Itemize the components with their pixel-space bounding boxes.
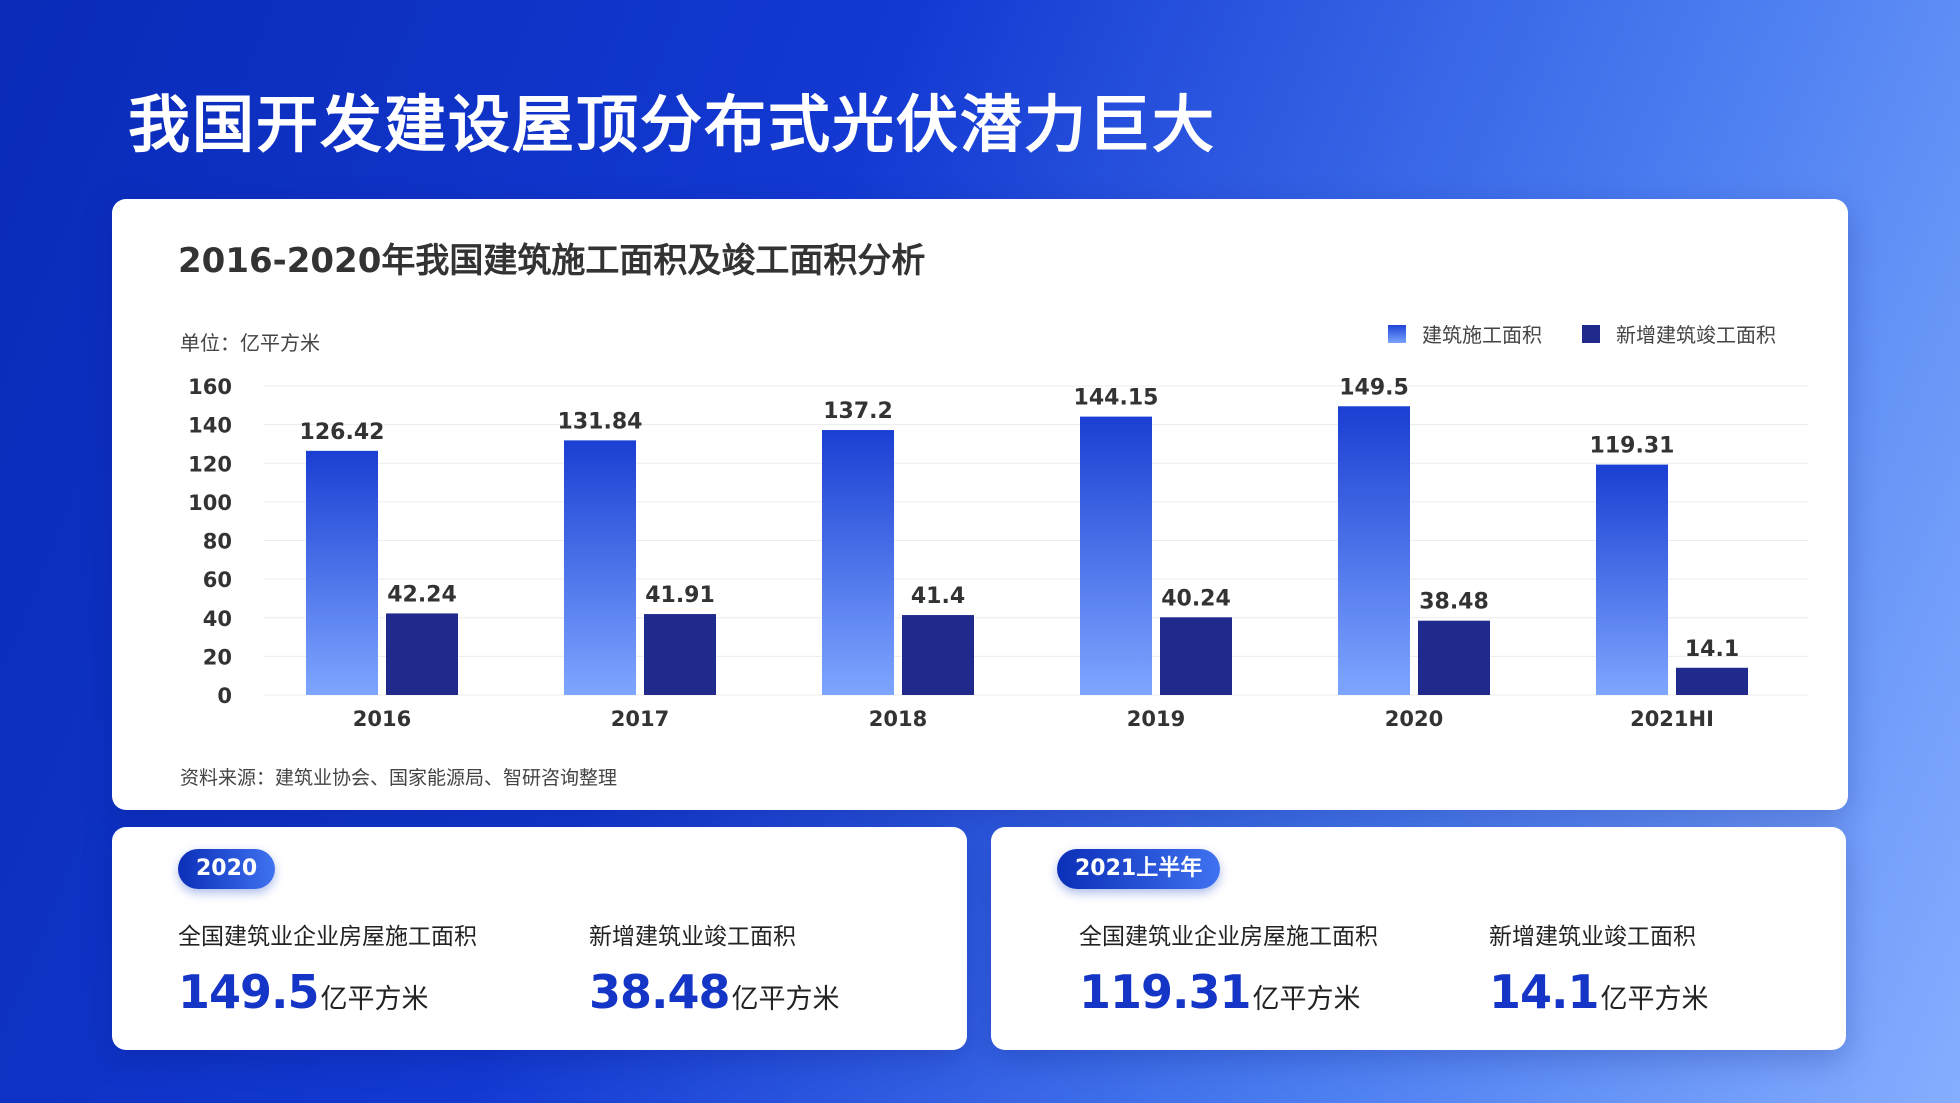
- bar-construction: [1338, 406, 1410, 695]
- bar-completion: [386, 613, 458, 695]
- bar-completion: [1160, 617, 1232, 695]
- data-label: 41.91: [645, 583, 715, 608]
- bar-completion: [644, 614, 716, 695]
- y-tick-label: 160: [188, 375, 232, 399]
- stat-value: 149.5: [178, 965, 320, 1019]
- data-label: 131.84: [558, 409, 643, 434]
- stat-unit: 亿平方米: [320, 984, 429, 1015]
- stat-construction: 全国建筑业企业房屋施工面积 119.31亿平方米: [1079, 917, 1378, 1019]
- bar-construction: [822, 430, 894, 695]
- data-label: 119.31: [1590, 434, 1675, 459]
- stat-label: 新增建筑业竣工面积: [589, 924, 796, 950]
- legend-label-completion: 新增建筑竣工面积: [1616, 323, 1776, 347]
- chart-legend: 建筑施工面积 新增建筑竣工面积: [1388, 319, 1776, 348]
- y-tick-label: 40: [203, 607, 232, 631]
- data-label: 14.1: [1685, 637, 1739, 662]
- legend-item-construction: 建筑施工面积: [1388, 319, 1542, 348]
- page-title: 我国开发建设屋顶分布式光伏潜力巨大: [128, 88, 1217, 161]
- data-label: 38.48: [1419, 590, 1489, 615]
- bar-construction: [1596, 464, 1668, 695]
- chart-title: 2016-2020年我国建筑施工面积及竣工面积分析: [178, 241, 926, 281]
- stat-unit: 亿平方米: [731, 984, 840, 1015]
- y-tick-label: 80: [203, 530, 232, 554]
- data-label: 144.15: [1074, 386, 1159, 411]
- stat-value: 38.48: [589, 965, 731, 1019]
- stat-unit: 亿平方米: [1252, 984, 1361, 1015]
- stat-completion: 新增建筑业竣工面积 14.1亿平方米: [1489, 917, 1709, 1019]
- stat-unit: 亿平方米: [1600, 984, 1709, 1015]
- chart-card: 2016-2020年我国建筑施工面积及竣工面积分析 单位：亿平方米 建筑施工面积…: [112, 199, 1848, 810]
- legend-label-construction: 建筑施工面积: [1422, 323, 1542, 347]
- y-tick-label: 100: [188, 491, 232, 515]
- stat-value: 119.31: [1079, 965, 1252, 1019]
- y-tick-label: 60: [203, 568, 232, 592]
- x-tick-label: 2017: [611, 707, 669, 731]
- x-tick-label: 2018: [869, 707, 927, 731]
- data-label: 40.24: [1161, 586, 1231, 611]
- year-badge: 2020: [178, 849, 276, 889]
- bar-construction: [306, 450, 378, 695]
- bar-completion: [1676, 667, 1748, 695]
- legend-swatch-completion: [1582, 324, 1600, 343]
- stat-value: 14.1: [1489, 965, 1599, 1019]
- year-badge: 2021上半年: [1057, 849, 1221, 889]
- y-tick-label: 120: [188, 452, 232, 476]
- legend-item-completion: 新增建筑竣工面积: [1582, 319, 1776, 348]
- stat-card-2021h1: 2021上半年 全国建筑业企业房屋施工面积 119.31亿平方米 新增建筑业竣工…: [991, 827, 1846, 1050]
- data-label: 137.2: [823, 399, 893, 424]
- stat-completion: 新增建筑业竣工面积 38.48亿平方米: [589, 917, 840, 1019]
- stat-label: 全国建筑业企业房屋施工面积: [178, 924, 477, 950]
- stat-label: 新增建筑业竣工面积: [1489, 924, 1696, 950]
- y-tick-label: 140: [188, 414, 232, 438]
- bar-construction: [564, 440, 636, 695]
- x-tick-label: 2020: [1385, 707, 1443, 731]
- legend-swatch-construction: [1388, 324, 1406, 343]
- y-tick-label: 0: [217, 684, 232, 708]
- bar-completion: [902, 615, 974, 695]
- data-label: 41.4: [911, 584, 965, 609]
- y-tick-label: 20: [203, 645, 232, 669]
- stat-card-2020: 2020 全国建筑业企业房屋施工面积 149.5亿平方米 新增建筑业竣工面积 3…: [112, 827, 967, 1050]
- stat-construction: 全国建筑业企业房屋施工面积 149.5亿平方米: [178, 917, 477, 1019]
- unit-label: 单位：亿平方米: [180, 331, 320, 355]
- bar-construction: [1080, 416, 1152, 695]
- source-note: 资料来源：建筑业协会、国家能源局、智研咨询整理: [180, 767, 618, 789]
- x-tick-label: 2021HI: [1630, 707, 1714, 731]
- data-label: 42.24: [387, 582, 457, 607]
- x-tick-label: 2019: [1127, 707, 1185, 731]
- bar-chart: 0 20 40 60 80 100 120 140 160 126.42 42.24 2016 131.…: [188, 375, 1808, 731]
- data-label: 126.42: [300, 420, 385, 445]
- stat-label: 全国建筑业企业房屋施工面积: [1079, 924, 1378, 950]
- x-tick-label: 2016: [353, 707, 411, 731]
- bar-completion: [1418, 620, 1490, 695]
- data-label: 149.5: [1339, 375, 1409, 400]
